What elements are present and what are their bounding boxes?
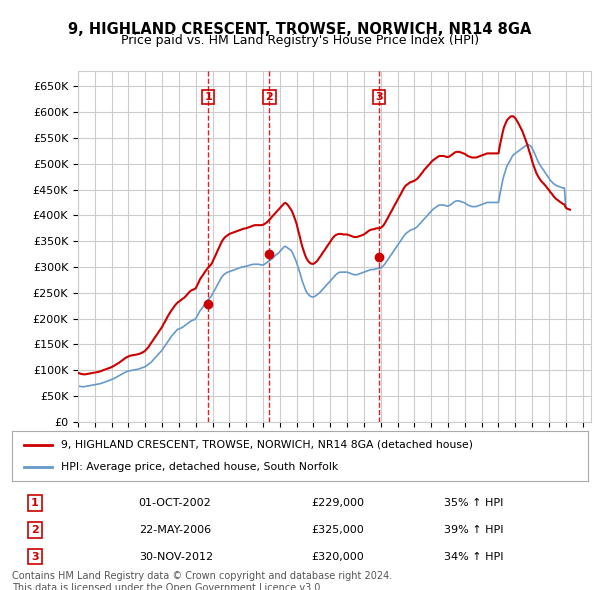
- Text: 34% ↑ HPI: 34% ↑ HPI: [444, 552, 503, 562]
- Text: 9, HIGHLAND CRESCENT, TROWSE, NORWICH, NR14 8GA: 9, HIGHLAND CRESCENT, TROWSE, NORWICH, N…: [68, 22, 532, 37]
- Text: Price paid vs. HM Land Registry's House Price Index (HPI): Price paid vs. HM Land Registry's House …: [121, 34, 479, 47]
- Text: 2: 2: [31, 525, 39, 535]
- Text: Contains HM Land Registry data © Crown copyright and database right 2024.
This d: Contains HM Land Registry data © Crown c…: [12, 571, 392, 590]
- Text: 3: 3: [31, 552, 39, 562]
- Text: £320,000: £320,000: [311, 552, 364, 562]
- Text: 2: 2: [266, 92, 273, 102]
- Text: 1: 1: [205, 92, 212, 102]
- Text: 22-MAY-2006: 22-MAY-2006: [139, 525, 211, 535]
- Text: 30-NOV-2012: 30-NOV-2012: [139, 552, 213, 562]
- Text: 9, HIGHLAND CRESCENT, TROWSE, NORWICH, NR14 8GA (detached house): 9, HIGHLAND CRESCENT, TROWSE, NORWICH, N…: [61, 440, 473, 450]
- Text: 01-OCT-2002: 01-OCT-2002: [139, 498, 211, 508]
- Text: HPI: Average price, detached house, South Norfolk: HPI: Average price, detached house, Sout…: [61, 462, 338, 472]
- Text: 39% ↑ HPI: 39% ↑ HPI: [444, 525, 503, 535]
- Text: 1: 1: [31, 498, 39, 508]
- Text: £325,000: £325,000: [311, 525, 364, 535]
- Text: 3: 3: [376, 92, 383, 102]
- Text: 35% ↑ HPI: 35% ↑ HPI: [444, 498, 503, 508]
- Text: £229,000: £229,000: [311, 498, 365, 508]
